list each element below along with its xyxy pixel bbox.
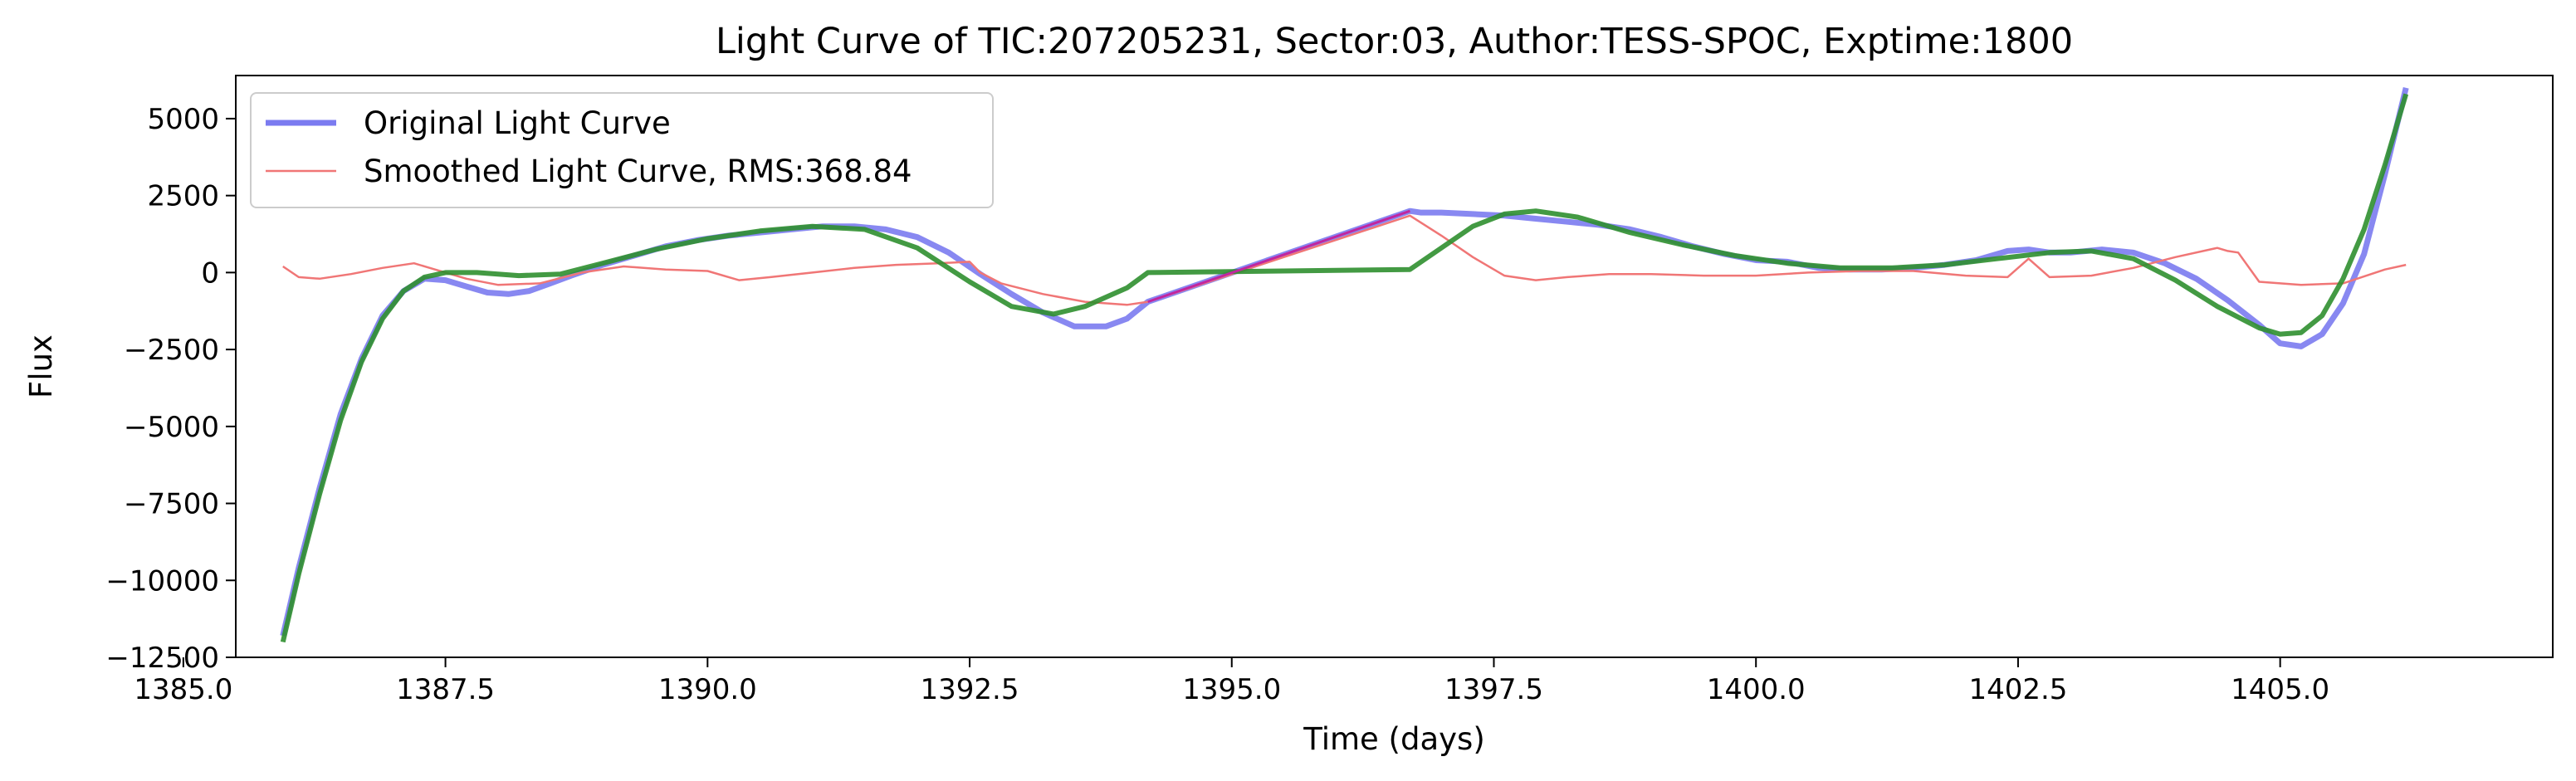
x-tick-label: 1395.0 [1182, 673, 1281, 706]
y-axis: 5000 2500 0 −2500 −5000 −7500 −10000 −12500 [105, 103, 236, 675]
x-tick-label: 1387.5 [396, 673, 495, 706]
x-tick-label: 1400.0 [1707, 673, 1806, 706]
x-tick-label: 1392.5 [921, 673, 1019, 706]
plot-lines [280, 86, 2409, 643]
plot-frame [235, 75, 2554, 658]
x-axis: 1385.0 1387.5 1390.0 1392.5 1395.0 1397.5 1400… [134, 657, 2329, 706]
x-tick-label: 1397.5 [1444, 673, 1543, 706]
y-tick-label: −5000 [124, 411, 219, 444]
fit-curve-line [280, 93, 2409, 643]
gap-connector-line [1147, 209, 1410, 304]
legend: Original Light Curve Smoothed Light Curv… [250, 92, 994, 208]
legend-box [250, 92, 994, 208]
y-axis-label: Flux [23, 334, 59, 398]
x-tick-label: 1390.0 [658, 673, 757, 706]
y-tick-label: −10000 [105, 564, 219, 598]
y-tick-label: −2500 [124, 334, 219, 367]
y-tick-label: 2500 [147, 180, 219, 213]
smoothed-light-curve-line [282, 214, 2407, 306]
y-tick-label: −12500 [105, 642, 219, 675]
x-axis-label: Time (days) [1303, 721, 1485, 757]
y-tick-label: −7500 [124, 488, 219, 521]
chart-title: Light Curve of TIC:207205231, Sector:03,… [716, 21, 2073, 62]
y-tick-label: 0 [201, 256, 219, 290]
legend-label-original: Original Light Curve [364, 105, 671, 141]
y-tick-label: 5000 [147, 103, 219, 136]
x-tick-label: 1405.0 [2231, 673, 2329, 706]
x-tick-label: 1402.5 [1968, 673, 2067, 706]
x-tick-label: 1385.0 [134, 673, 232, 706]
legend-label-smoothed: Smoothed Light Curve, RMS:368.84 [364, 154, 912, 189]
original-light-curve-line [280, 86, 2409, 637]
